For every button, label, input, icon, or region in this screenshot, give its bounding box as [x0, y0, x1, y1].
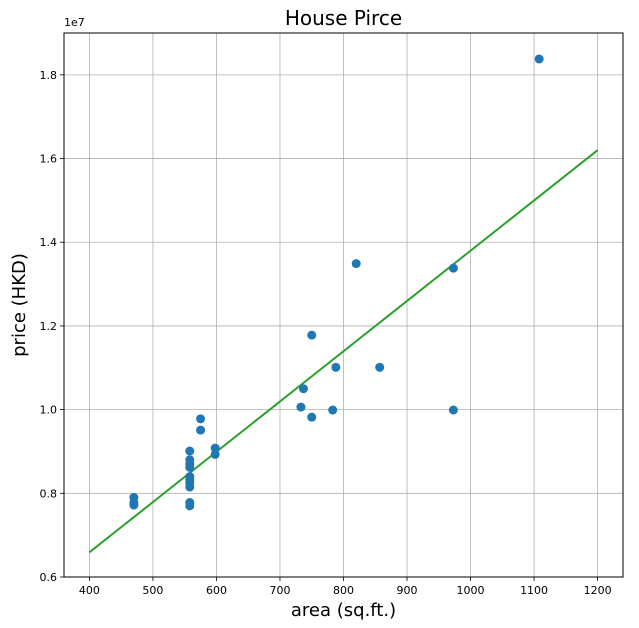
- regression-line: [88, 149, 599, 554]
- x-tick-label: 400: [79, 584, 100, 597]
- data-point: [196, 425, 206, 435]
- y-tick-label: 1.4: [40, 236, 58, 249]
- y-tick-label: 0.8: [40, 487, 58, 500]
- data-point: [196, 414, 206, 424]
- x-tick-label: 1000: [457, 584, 485, 597]
- data-point: [448, 405, 458, 415]
- x-tick-label: 1100: [520, 584, 548, 597]
- data-point: [185, 462, 195, 472]
- data-point: [298, 384, 308, 394]
- y-tick-label: 1.2: [40, 320, 58, 333]
- data-point: [351, 259, 361, 269]
- data-point: [375, 362, 385, 372]
- data-point: [185, 446, 195, 456]
- y-tick-label: 1.6: [40, 153, 58, 166]
- data-point: [210, 449, 220, 459]
- chart-title: House Pirce: [285, 6, 402, 30]
- x-tick-label: 500: [142, 584, 163, 597]
- x-tick-label: 600: [206, 584, 227, 597]
- grid: [64, 33, 623, 578]
- data-point: [328, 405, 338, 415]
- data-point: [185, 501, 195, 511]
- y-axis-offset-label: 1e7: [64, 16, 85, 29]
- data-point: [534, 54, 544, 64]
- data-point: [331, 362, 341, 372]
- y-tick-label: 0.6: [40, 571, 58, 584]
- data-point: [210, 443, 220, 453]
- data-point: [129, 500, 139, 510]
- data-point: [307, 412, 317, 422]
- x-tick-label: 800: [333, 584, 354, 597]
- y-tick-label: 1.0: [40, 404, 58, 417]
- data-point: [296, 402, 306, 412]
- data-point: [185, 482, 195, 492]
- x-tick-label: 900: [397, 584, 418, 597]
- y-axis-label: price (HKD): [9, 253, 30, 357]
- x-axis-label: area (sq.ft.): [291, 600, 396, 621]
- y-tick-label: 1.8: [40, 69, 58, 82]
- x-tick-label: 1200: [584, 584, 612, 597]
- data-point: [448, 263, 458, 273]
- plot-data: [88, 54, 599, 554]
- x-tick-label: 700: [269, 584, 290, 597]
- axis-ticks: 400 500 600 700 800 900 1000 1100 1200 0.6 0.8 1.0 1…: [40, 69, 612, 597]
- data-point: [307, 330, 317, 340]
